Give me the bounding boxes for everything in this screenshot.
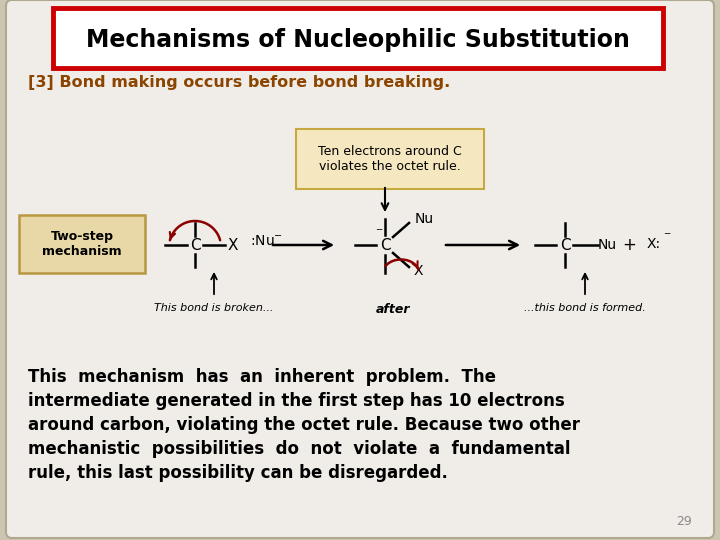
Text: [3] Bond making occurs before bond breaking.: [3] Bond making occurs before bond break… xyxy=(28,76,450,91)
Text: mechanistic  possibilities  do  not  violate  a  fundamental: mechanistic possibilities do not violate… xyxy=(28,440,570,458)
FancyBboxPatch shape xyxy=(6,0,714,538)
FancyBboxPatch shape xyxy=(296,129,484,189)
Text: +: + xyxy=(622,236,636,254)
Text: $^{-}$: $^{-}$ xyxy=(663,231,672,244)
Text: 29: 29 xyxy=(676,515,692,528)
Text: rule, this last possibility can be disregarded.: rule, this last possibility can be disre… xyxy=(28,464,448,482)
Text: C: C xyxy=(379,238,390,253)
Text: Ten electrons around C
violates the octet rule.: Ten electrons around C violates the octe… xyxy=(318,145,462,173)
Text: X: X xyxy=(228,238,238,253)
Text: This bond is broken...: This bond is broken... xyxy=(154,303,274,313)
FancyBboxPatch shape xyxy=(19,215,145,273)
Text: ...this bond is formed.: ...this bond is formed. xyxy=(524,303,646,313)
Text: X: X xyxy=(414,264,423,278)
Text: $^{-}$: $^{-}$ xyxy=(374,226,383,240)
Text: X:: X: xyxy=(647,237,661,251)
Text: around carbon, violating the octet rule. Because two other: around carbon, violating the octet rule.… xyxy=(28,416,580,434)
Text: C: C xyxy=(559,238,570,253)
FancyBboxPatch shape xyxy=(53,8,663,68)
Text: Nu: Nu xyxy=(415,212,434,226)
Text: Nu: Nu xyxy=(598,238,616,252)
Text: This  mechanism  has  an  inherent  problem.  The: This mechanism has an inherent problem. … xyxy=(28,368,496,386)
Text: C: C xyxy=(189,238,200,253)
Text: :Nu$^{-}$: :Nu$^{-}$ xyxy=(250,234,283,248)
Text: Mechanisms of Nucleophilic Substitution: Mechanisms of Nucleophilic Substitution xyxy=(86,28,630,52)
Text: Two-step
mechanism: Two-step mechanism xyxy=(42,230,122,258)
Text: intermediate generated in the first step has 10 electrons: intermediate generated in the first step… xyxy=(28,392,564,410)
Text: after: after xyxy=(376,303,410,316)
